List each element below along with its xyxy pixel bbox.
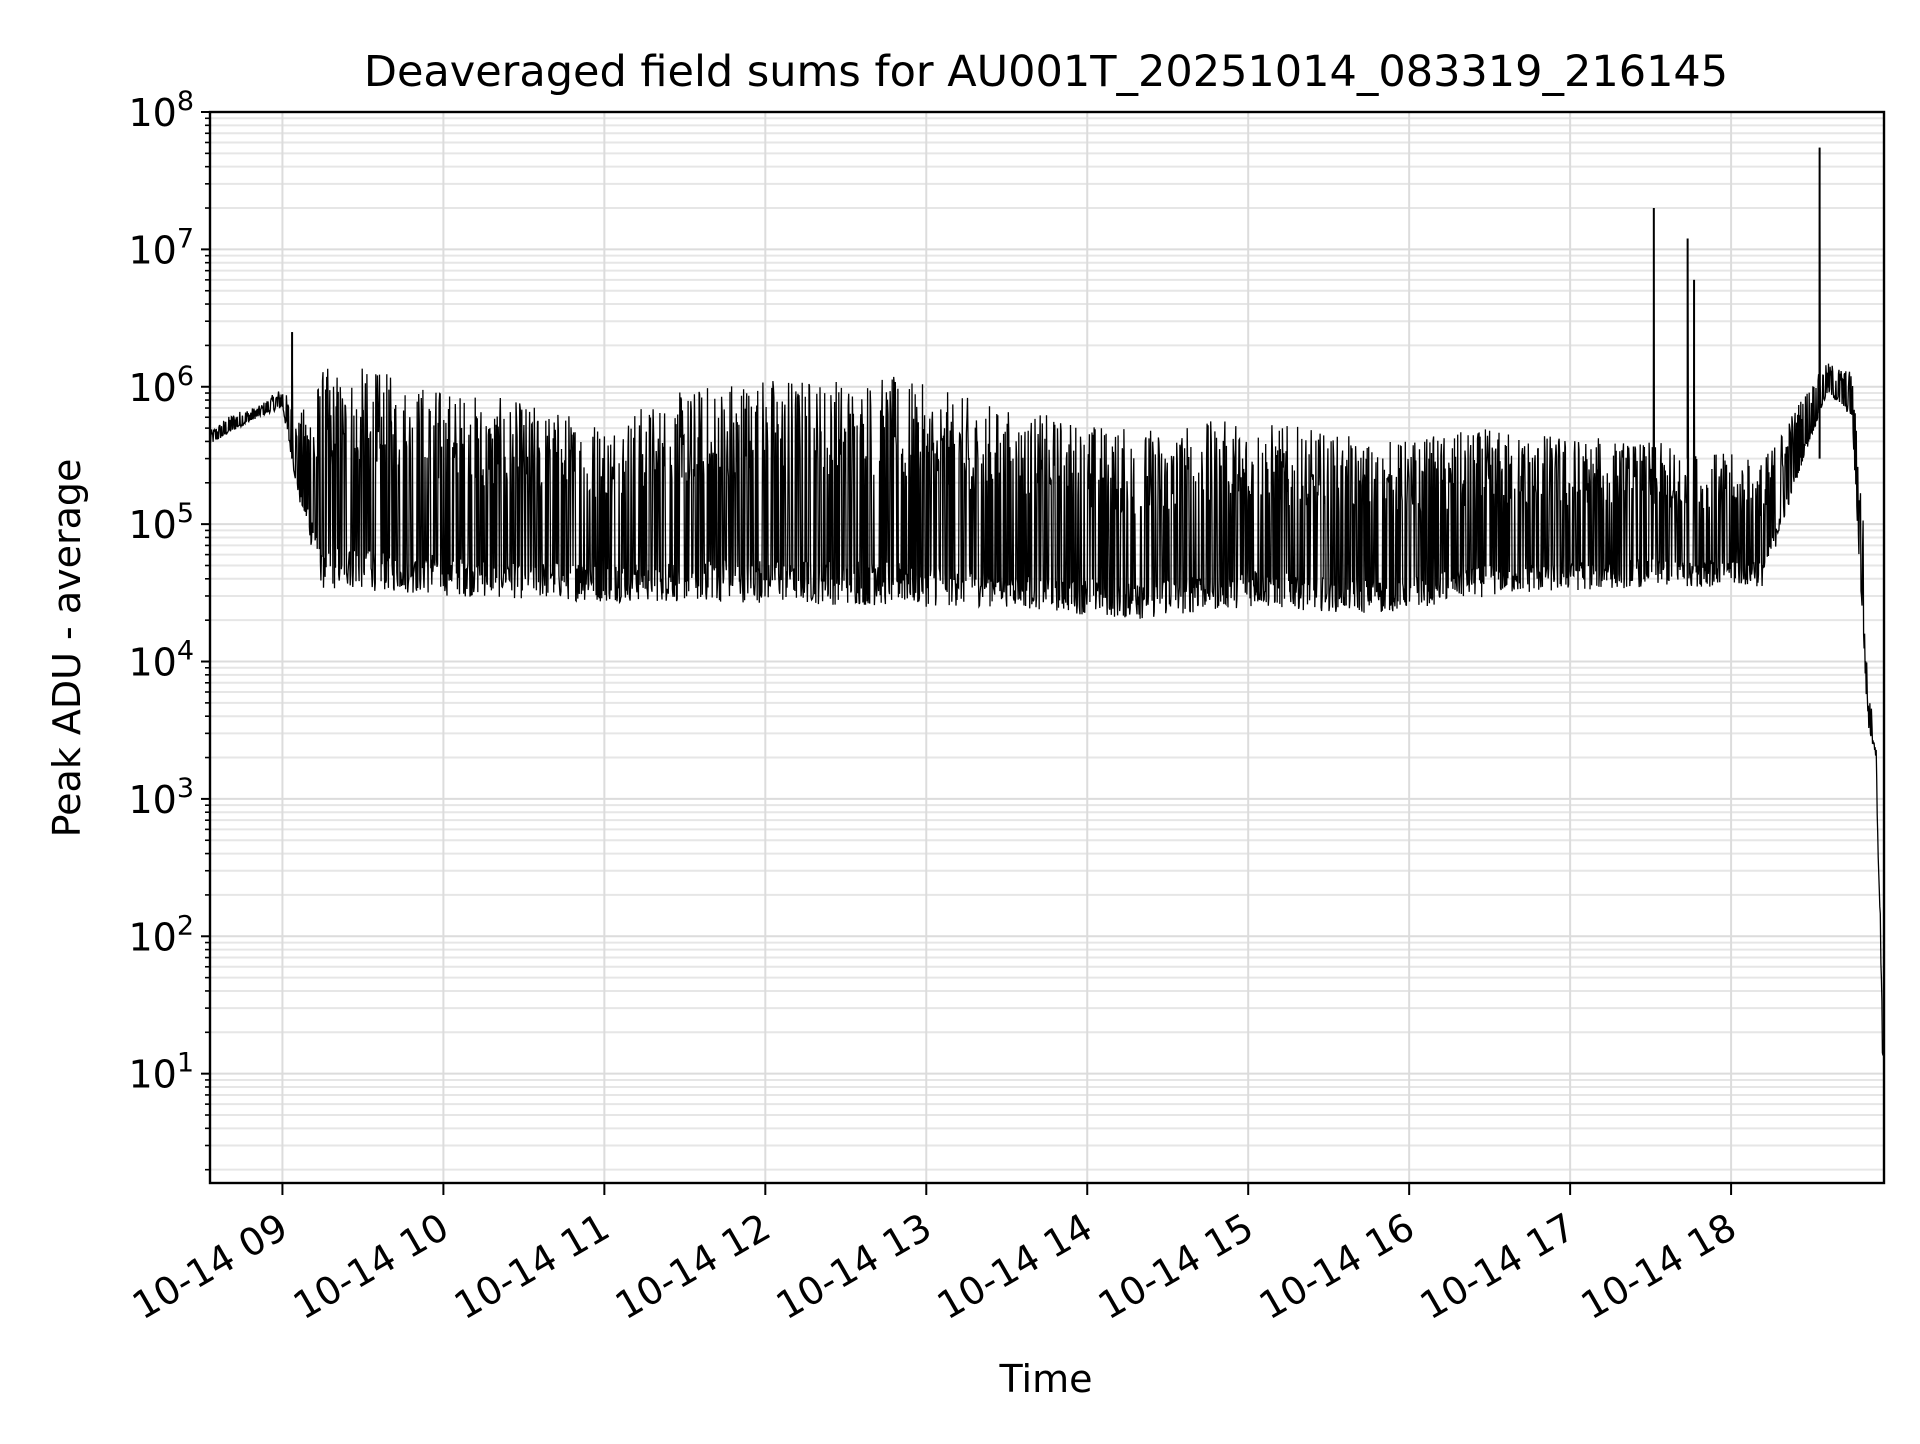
y-tick-label: 101 — [128, 1048, 194, 1097]
y-tick-label: 107 — [128, 223, 194, 272]
y-tick-label-exponent: 6 — [177, 361, 194, 392]
y-tick-label-exponent: 4 — [177, 636, 194, 667]
y-tick-label-exponent: 2 — [177, 910, 194, 941]
y-tick-label: 105 — [128, 498, 194, 547]
y-tick-label-exponent: 1 — [177, 1048, 194, 1079]
y-axis-label: Peak ADU - average — [45, 459, 89, 838]
y-tick-label-base: 10 — [128, 91, 176, 135]
axes-frame — [208, 110, 1886, 1185]
x-axis-label: Time — [999, 1357, 1093, 1401]
y-tick-label-base: 10 — [128, 228, 176, 272]
y-tick-label-base: 10 — [128, 641, 176, 685]
y-tick-label-exponent: 7 — [177, 223, 194, 254]
y-tick-label-exponent: 5 — [177, 498, 194, 529]
y-tick-label-base: 10 — [128, 366, 176, 410]
y-tick-label: 102 — [128, 910, 194, 959]
y-tick-label-base: 10 — [128, 503, 176, 547]
y-tick-label: 108 — [128, 86, 194, 135]
y-tick-label-base: 10 — [128, 778, 176, 822]
y-tick-label: 104 — [128, 636, 194, 685]
series-line — [209, 147, 1885, 1096]
y-tick-label-exponent: 8 — [177, 86, 194, 117]
series-layer — [209, 147, 1885, 1096]
chart-title: Deaveraged field sums for AU001T_2025101… — [364, 47, 1728, 97]
y-tick-label-exponent: 3 — [177, 773, 194, 804]
y-tick-label-base: 10 — [128, 915, 176, 959]
plot-area — [210, 112, 1884, 1183]
y-tick-label: 103 — [128, 773, 194, 822]
axes-layer — [201, 110, 1886, 1195]
y-tick-label-base: 10 — [128, 1053, 176, 1097]
grid-layer — [210, 111, 1884, 1183]
y-tick-label: 106 — [128, 361, 194, 410]
